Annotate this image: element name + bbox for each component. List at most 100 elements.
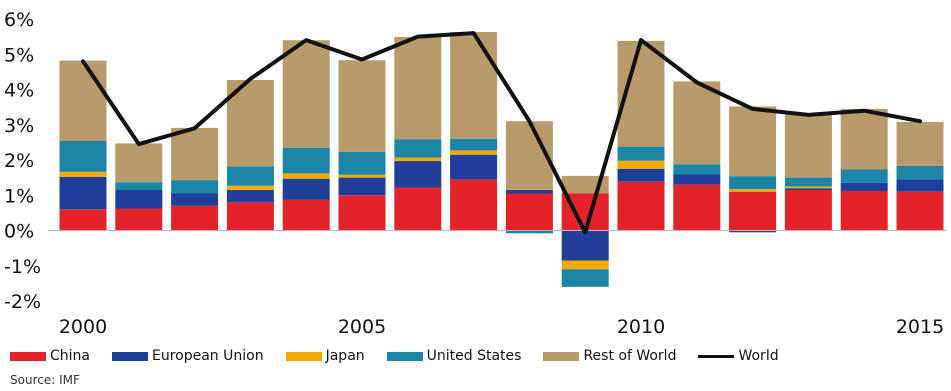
bar-united-states-2015 [896,166,944,180]
bar-united-states-2013 [784,177,832,187]
bar-european-union-2001 [115,190,163,209]
bar-china-2013 [784,190,832,231]
bar-japan-2010 [617,160,665,169]
bar-japan-2012 [729,189,777,192]
bar-rest-of-world-2014 [840,108,888,170]
bar-china-2015 [896,191,944,231]
bar-china-2005 [338,195,386,231]
bar-japan-2007 [450,150,498,155]
bar-united-states-2010 [617,146,665,161]
legend-swatch-japan [285,351,322,361]
bar-china-2011 [673,184,721,231]
bar-european-union-2010 [617,168,665,182]
legend-item-united-states: United States [386,348,522,364]
bar-european-union-2013 [784,188,832,190]
legend-label-european-union: European Union [152,348,264,364]
y-axis-ticks: -2% -1% 0% 1% 2% 3% 4% 5% 6% [4,9,41,313]
source-note: Source: IMF [10,373,80,387]
bar-china-2007 [450,179,498,231]
legend-label-world: World [738,348,779,364]
bar-united-states-2005 [338,151,386,175]
legend-item-japan: Japan [285,348,365,364]
y-tick-label: 5% [4,44,34,66]
bar-japan-2006 [394,157,442,161]
bar-japan-2009 [561,260,609,270]
bar-european-union-2006 [394,161,442,188]
bar-european-union-2014 [840,182,888,191]
legend-item-rest-of-world: Rest of World [543,348,676,364]
bar-european-union-2005 [338,177,386,196]
bar-european-union-2009 [561,230,609,261]
bar-united-states-2011 [673,164,721,175]
bar-european-union-2008 [505,190,553,194]
x-tick-label: 2010 [617,316,665,338]
stacked-bar-chart: -2% -1% 0% 1% 2% 3% 4% 5% 6% 2000 2005 2010 2015 [4,9,946,338]
y-tick-label: 3% [4,115,34,137]
bar-rest-of-world-2015 [896,121,944,166]
bar-european-union-2003 [226,190,274,203]
bar-united-states-2009 [561,269,609,287]
bar-china-2003 [226,202,274,231]
bar-china-2014 [840,191,888,231]
bar-rest-of-world-2007 [450,32,498,139]
bar-china-2006 [394,187,442,231]
bar-european-union-2004 [282,178,330,200]
bar-rest-of-world-2011 [673,81,721,165]
bar-rest-of-world-2006 [394,37,442,140]
bar-united-states-2001 [115,182,163,190]
bar-rest-of-world-2004 [282,40,330,148]
bar-european-union-2000 [59,176,107,210]
bar-rest-of-world-2005 [338,60,386,152]
y-tick-label: 4% [4,80,34,102]
bar-japan-2003 [226,185,274,190]
world-line-group [81,31,922,235]
bar-rest-of-world-2012 [729,106,777,177]
x-tick-label: 2015 [896,316,944,338]
bar-united-states-2000 [59,141,107,172]
bar-japan-2000 [59,171,107,177]
x-tick-label: 2005 [338,316,386,338]
y-tick-label: -2% [4,291,41,313]
bar-china-2004 [282,199,330,231]
bar-european-union-2007 [450,154,498,180]
legend-item-european-union: European Union [112,348,264,364]
legend-swatch-rest-of-world [543,351,580,361]
legend-label-rest-of-world: Rest of World [583,348,677,364]
bar-european-union-2011 [673,174,721,185]
bar-united-states-2007 [450,138,498,151]
legend-swatch-china [10,351,46,361]
bar-european-union-2012 [729,230,777,233]
legend-swatch-world [698,354,735,358]
y-tick-label: 1% [4,185,34,207]
bar-china-2008 [505,193,553,231]
bar-united-states-2002 [171,180,219,194]
legend-swatch-united-states [386,351,423,361]
y-tick-label: 2% [4,150,34,172]
bar-rest-of-world-2002 [171,127,219,181]
world-line [81,31,922,235]
legend-item-world: World [698,348,779,364]
bar-european-union-2015 [896,179,944,192]
bars-group [59,32,944,287]
y-tick-label: -1% [4,256,41,278]
y-tick-label: 0% [4,221,34,243]
bar-japan-2005 [338,174,386,178]
bar-rest-of-world-2000 [59,60,107,141]
x-axis-ticks: 2000 2005 2010 2015 [59,316,944,338]
bar-rest-of-world-2013 [784,114,832,178]
bar-china-2001 [115,208,163,231]
bar-china-2000 [59,209,107,231]
y-tick-label: 6% [4,9,34,31]
bar-japan-2013 [784,186,832,189]
legend-item-china: China [10,348,90,364]
bar-european-union-2002 [171,193,219,206]
legend-label-united-states: United States [426,348,522,364]
bar-united-states-2004 [282,147,330,174]
legend: China European Union Japan United States… [10,348,801,364]
bar-china-2010 [617,181,665,231]
bar-united-states-2006 [394,139,442,158]
bar-china-2002 [171,205,219,231]
bar-united-states-2008 [505,230,553,234]
bar-united-states-2014 [840,169,888,183]
legend-swatch-european-union [112,351,148,361]
